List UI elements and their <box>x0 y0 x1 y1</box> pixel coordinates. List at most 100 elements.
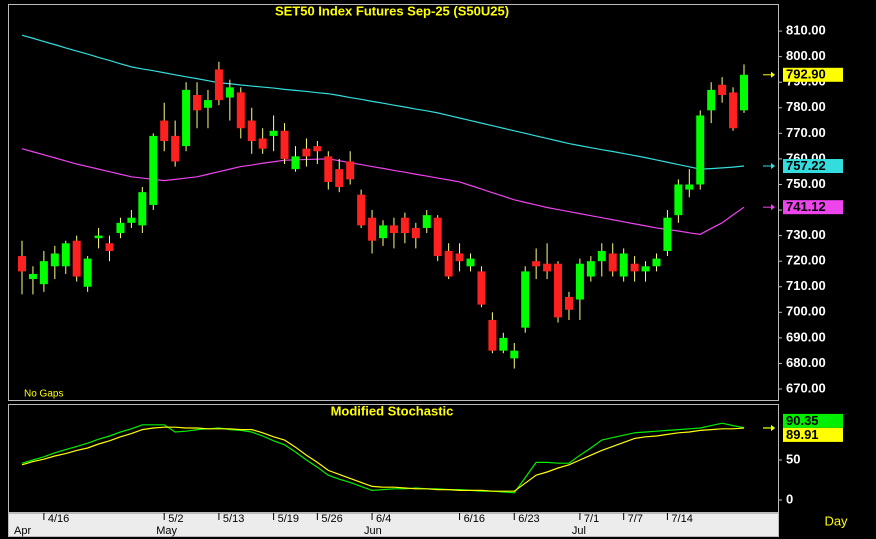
value-label-bg <box>783 427 843 442</box>
candle-body <box>597 250 606 262</box>
x-tick-label: 7/1 <box>584 513 599 525</box>
candle-body <box>50 253 59 267</box>
candle-body <box>61 243 70 267</box>
candle-body <box>422 215 431 228</box>
x-unit-label: Day <box>824 513 848 528</box>
candle-body <box>685 184 694 190</box>
pointer-head <box>771 163 775 170</box>
pointer-head <box>771 71 775 78</box>
line-series <box>21 422 745 494</box>
candle-body <box>379 225 387 239</box>
candle-body <box>203 100 212 108</box>
candle-body <box>400 217 409 234</box>
candle-body <box>193 94 202 111</box>
y-tick-label: 720.00 <box>786 253 826 268</box>
candle-body <box>302 148 311 157</box>
y-tick-label: 810.00 <box>786 23 826 38</box>
y-tick-label: 700.00 <box>786 304 826 319</box>
candle-body <box>740 74 748 111</box>
x-tick-label: 6/16 <box>464 513 485 525</box>
candle-body <box>718 84 727 95</box>
month-label: Jun <box>364 525 382 537</box>
value-label-bg <box>783 67 843 82</box>
candle-body <box>313 146 322 152</box>
candle-body <box>116 222 125 234</box>
candle-body <box>72 240 81 277</box>
y-tick-label: 800.00 <box>786 48 826 63</box>
value-label-bg <box>783 159 843 174</box>
x-tick-label: 5/19 <box>278 513 299 525</box>
month-label: Jul <box>572 525 586 537</box>
pointer-head <box>771 425 775 432</box>
x-tick-label: 7/7 <box>628 513 643 525</box>
candle-body <box>532 261 541 267</box>
y-tick-label: 680.00 <box>786 355 826 370</box>
candle-body <box>127 217 136 223</box>
pointer-head <box>771 204 775 211</box>
y-tick-label: 780.00 <box>786 99 826 114</box>
candle-body <box>663 217 672 251</box>
candle-body <box>335 169 344 188</box>
candle-body <box>149 135 158 205</box>
line-series <box>21 34 745 170</box>
candle-body <box>39 261 48 285</box>
candle-body <box>411 227 420 239</box>
candle-body <box>269 130 278 136</box>
candle-body <box>564 296 573 310</box>
x-tick-label: 6/23 <box>518 513 539 525</box>
value-label: 90.35 <box>786 413 819 428</box>
y-tick-label: 0 <box>786 491 793 506</box>
candle-body <box>171 135 180 162</box>
candle-body <box>182 89 191 147</box>
line-series <box>21 426 745 492</box>
candle-body <box>236 92 245 129</box>
candle-body <box>488 319 497 351</box>
candle-body <box>346 161 355 180</box>
candle-body <box>543 263 552 272</box>
candles <box>18 61 748 369</box>
candle-body <box>466 258 475 267</box>
x-tick-label: 5/2 <box>168 513 183 525</box>
candle-body <box>641 266 650 272</box>
x-tick-label: 5/13 <box>223 513 244 525</box>
value-label-bg <box>783 200 843 215</box>
candle-body <box>575 263 584 300</box>
y-tick-label: 50 <box>786 451 800 466</box>
candle-body <box>696 115 705 185</box>
x-tick-label: 5/26 <box>321 513 342 525</box>
y-tick-label: 730.00 <box>786 227 826 242</box>
candle-body <box>652 258 661 267</box>
candle-body <box>357 194 366 226</box>
candle-body <box>389 225 398 234</box>
candle-body <box>477 271 486 305</box>
value-label: 757.22 <box>786 158 826 173</box>
candle-body <box>630 263 639 272</box>
candle-body <box>160 120 169 142</box>
x-tick-label: 7/14 <box>671 513 692 525</box>
y-tick-label: 710.00 <box>786 278 826 293</box>
y-tick-label: 690.00 <box>786 329 826 344</box>
value-label-bg <box>783 413 843 428</box>
chart-title: SET50 Index Futures Sep-25 (S50U25) <box>275 3 509 18</box>
month-label: Apr <box>14 525 31 537</box>
y-tick-label: 750.00 <box>786 176 826 191</box>
candle-body <box>368 217 377 241</box>
candle-body <box>138 192 147 226</box>
candle-body <box>225 87 234 98</box>
candle-body <box>433 217 442 257</box>
candle-body <box>707 89 716 111</box>
candle-body <box>214 69 223 101</box>
candle-body <box>291 156 300 170</box>
candle-body <box>674 184 683 216</box>
x-tick-label: 4/16 <box>48 513 69 525</box>
candle-body <box>280 130 289 159</box>
candle-body <box>455 253 464 262</box>
candle-body <box>94 235 103 239</box>
oscillator-title: Modified Stochastic <box>331 403 454 418</box>
value-label: 89.91 <box>786 427 819 442</box>
candle-body <box>28 273 37 280</box>
candle-body <box>83 258 92 287</box>
value-label: 792.90 <box>786 67 826 82</box>
candle-body <box>444 250 453 277</box>
